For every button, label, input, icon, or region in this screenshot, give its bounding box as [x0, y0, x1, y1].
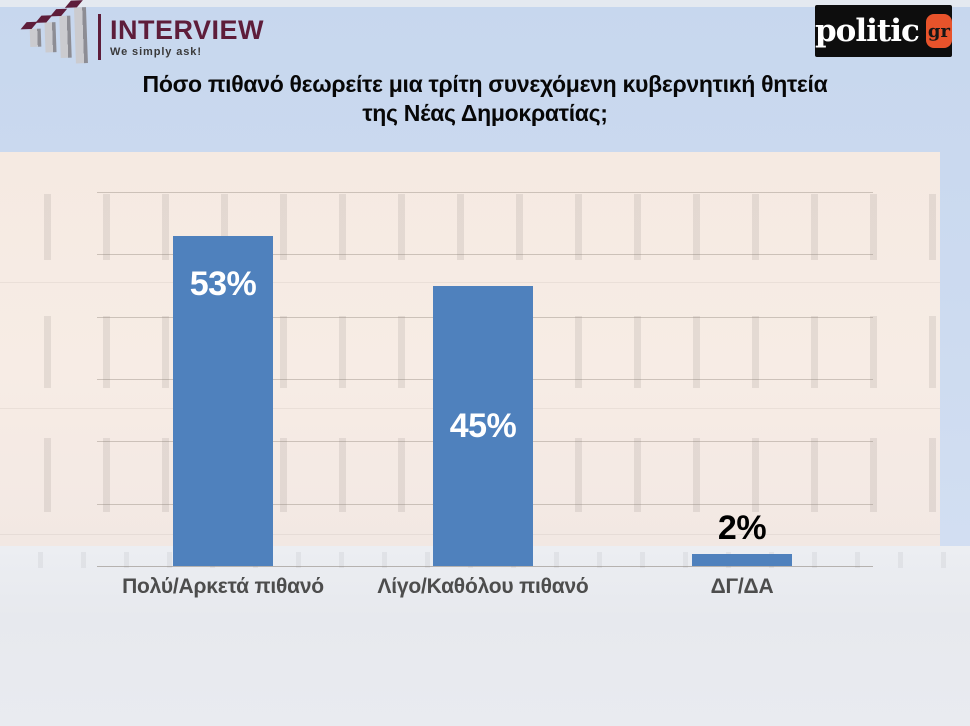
- bar-value-label: 2%: [717, 508, 767, 547]
- politic-gr-logo: politic gr: [815, 5, 952, 57]
- logo-divider: [98, 14, 101, 60]
- background-top-strip: [0, 0, 970, 7]
- chart-bar: [433, 285, 533, 566]
- chart-title-line1: Πόσο πιθανό θεωρείτε μια τρίτη συνεχόμεν…: [142, 71, 828, 97]
- interview-logo: INTERVIEW We simply ask!: [27, 7, 265, 67]
- gridline: [97, 192, 873, 193]
- category-label: Πολύ/Αρκετά πιθανό: [122, 575, 324, 598]
- politic-logo-name: politic: [815, 12, 920, 49]
- chart-title: Πόσο πιθανό θεωρείτε μια τρίτη συνεχόμεν…: [0, 70, 970, 128]
- bar-value-label: 45%: [449, 406, 517, 445]
- category-label: Λίγο/Καθόλου πιθανό: [377, 575, 589, 598]
- category-label: ΔΓ/ΔΑ: [710, 575, 774, 598]
- building-floor-line: [0, 282, 940, 283]
- building-window-row: [0, 194, 940, 260]
- interview-logo-tagline: We simply ask!: [110, 46, 202, 58]
- background-plaza: [0, 546, 970, 726]
- x-axis-line: [97, 566, 873, 567]
- interview-logo-name: INTERVIEW: [110, 15, 265, 45]
- chart-bar: [692, 553, 792, 566]
- bar-chart-logo-icon: [27, 7, 93, 67]
- gridline: [97, 254, 873, 256]
- politic-logo-gr-badge: gr: [925, 14, 952, 48]
- chart-title-line2: της Νέας Δημοκρατίας;: [362, 100, 608, 126]
- bar-value-label: 53%: [189, 264, 257, 303]
- chart-bar: [173, 235, 273, 566]
